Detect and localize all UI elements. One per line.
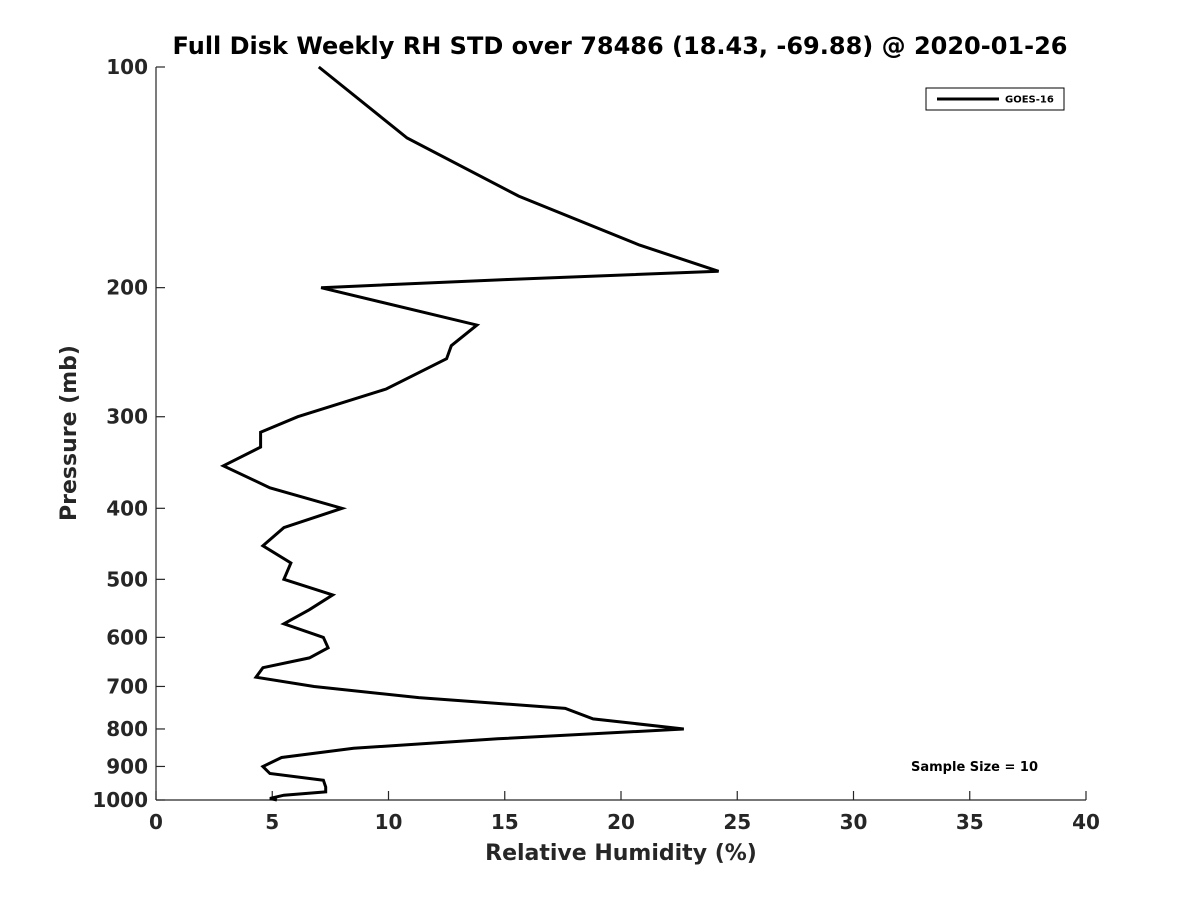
x-tick-label: 20	[607, 810, 635, 834]
legend: GOES-16	[925, 87, 1065, 111]
y-tick-label: 400	[106, 496, 148, 520]
y-tick-label: 100	[106, 55, 148, 79]
y-tick-label: 700	[106, 674, 148, 698]
x-tick-label: 35	[956, 810, 984, 834]
chart-title: Full Disk Weekly RH STD over 78486 (18.4…	[173, 32, 1068, 60]
y-tick-label: 600	[106, 625, 148, 649]
y-tick-label: 500	[106, 567, 148, 591]
x-tick-label: 5	[265, 810, 279, 834]
y-tick-label: 1000	[92, 788, 148, 812]
x-tick-label: 0	[149, 810, 163, 834]
plot-area: 0 5 10 15 20 25 30 35 40 100 200 300 400 500 600 700 80…	[92, 55, 1100, 834]
x-tick-label: 25	[723, 810, 751, 834]
legend-label: GOES-16	[1005, 95, 1054, 106]
y-tick-label: 800	[106, 717, 148, 741]
sample-size-annotation: Sample Size = 10	[911, 760, 1038, 775]
x-tick-label: 40	[1072, 810, 1100, 834]
x-axis-ticks: 0 5 10 15 20 25 30 35 40	[149, 791, 1100, 834]
x-tick-label: 10	[375, 810, 403, 834]
y-tick-label: 900	[106, 754, 148, 778]
y-axis-ticks: 100 200 300 400 500 600 700 800 900 1000	[92, 55, 165, 812]
x-axis-label: Relative Humidity (%)	[485, 841, 757, 866]
y-tick-label: 300	[106, 405, 148, 429]
y-axis-label: Pressure (mb)	[57, 345, 82, 521]
x-tick-label: 30	[840, 810, 868, 834]
x-tick-label: 15	[491, 810, 519, 834]
y-tick-label: 200	[106, 276, 148, 300]
series-line-goes-16	[219, 65, 720, 802]
